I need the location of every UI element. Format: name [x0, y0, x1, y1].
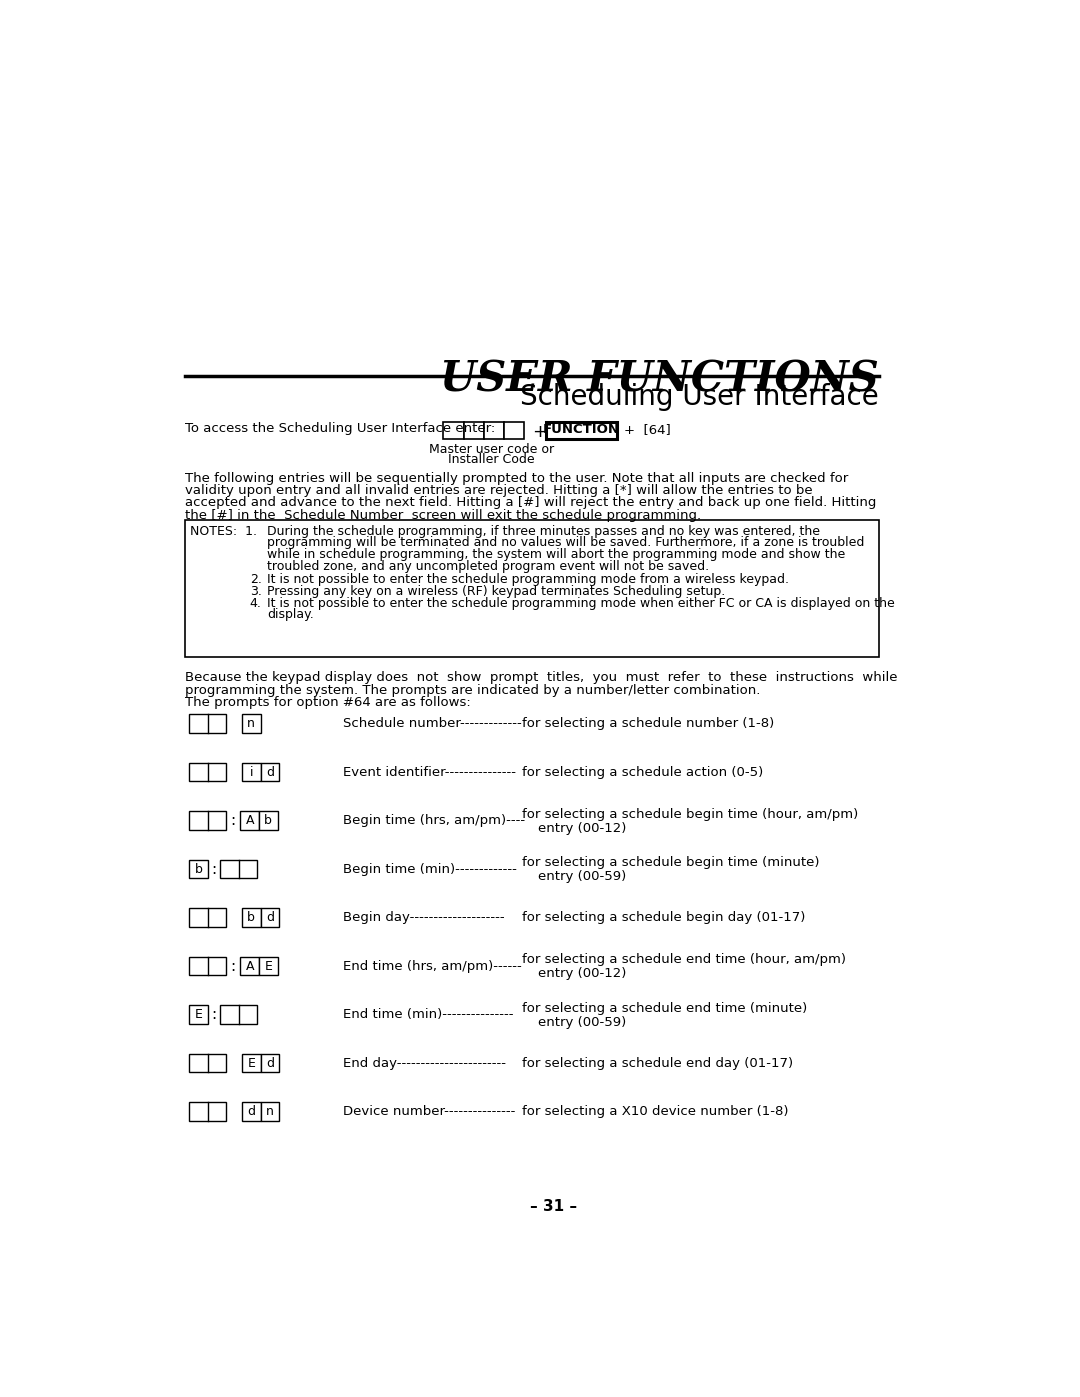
Text: E: E: [265, 960, 272, 972]
Bar: [484, 422, 504, 439]
Text: d: d: [247, 1105, 255, 1118]
Bar: [189, 714, 227, 733]
Bar: [186, 520, 879, 658]
Text: Master user code or: Master user code or: [429, 443, 554, 455]
Bar: [242, 763, 260, 781]
Text: n: n: [247, 717, 255, 731]
Text: 3.: 3.: [249, 585, 261, 598]
Text: 4.: 4.: [249, 597, 261, 609]
Bar: [259, 812, 278, 830]
Text: :: :: [230, 958, 235, 974]
Bar: [259, 957, 278, 975]
Text: A: A: [245, 960, 254, 972]
Bar: [242, 908, 260, 926]
Text: It is not possible to enter the schedule programming mode from a wireless keypad: It is not possible to enter the schedule…: [267, 573, 788, 587]
Text: :: :: [211, 862, 216, 876]
Text: for selecting a schedule begin day (01-17): for selecting a schedule begin day (01-1…: [523, 911, 806, 925]
Text: while in schedule programming, the system will abort the programming mode and sh: while in schedule programming, the syste…: [267, 548, 845, 562]
Text: for selecting a schedule begin time (hour, am/pm): for selecting a schedule begin time (hou…: [523, 807, 859, 821]
Text: d: d: [266, 911, 274, 925]
Text: It is not possible to enter the schedule programming mode when either FC or CA i: It is not possible to enter the schedule…: [267, 597, 894, 609]
Text: d: d: [266, 1056, 274, 1070]
Bar: [242, 1053, 260, 1073]
Text: programming the system. The prompts are indicated by a number/letter combination: programming the system. The prompts are …: [186, 683, 760, 697]
Text: d: d: [266, 766, 274, 778]
Text: – 31 –: – 31 –: [530, 1200, 577, 1214]
Bar: [189, 908, 227, 926]
Text: for selecting a schedule end time (hour, am/pm): for selecting a schedule end time (hour,…: [523, 954, 847, 967]
Text: n: n: [266, 1105, 274, 1118]
Text: display.: display.: [267, 608, 313, 622]
Bar: [189, 763, 227, 781]
Text: programming will be terminated and no values will be saved. Furthermore, if a zo: programming will be terminated and no va…: [267, 536, 864, 549]
Text: :: :: [211, 1007, 216, 1023]
Text: USER FUNCTIONS: USER FUNCTIONS: [441, 359, 879, 401]
Bar: [545, 422, 617, 439]
Text: Begin day--------------------: Begin day--------------------: [342, 911, 504, 925]
Text: FUNCTION: FUNCTION: [543, 423, 620, 436]
Bar: [260, 763, 279, 781]
Bar: [189, 957, 227, 975]
Text: entry (00-59): entry (00-59): [538, 870, 626, 883]
Text: troubled zone, and any uncompleted program event will not be saved.: troubled zone, and any uncompleted progr…: [267, 560, 708, 573]
Text: b: b: [247, 911, 255, 925]
Bar: [241, 812, 259, 830]
Text: b: b: [194, 862, 202, 876]
Bar: [220, 1006, 257, 1024]
Text: b: b: [265, 814, 272, 827]
Bar: [220, 861, 257, 879]
Bar: [189, 1053, 227, 1073]
Bar: [260, 1102, 279, 1120]
Text: During the schedule programming, if three minutes passes and no key was entered,: During the schedule programming, if thre…: [267, 525, 820, 538]
Text: for selecting a schedule end time (minute): for selecting a schedule end time (minut…: [523, 1002, 808, 1016]
Bar: [242, 1102, 260, 1120]
Text: End time (min)---------------: End time (min)---------------: [342, 1009, 513, 1021]
Text: Begin time (min)-------------: Begin time (min)-------------: [342, 862, 516, 876]
Text: +: +: [531, 423, 546, 441]
Bar: [189, 812, 227, 830]
Text: for selecting a schedule number (1-8): for selecting a schedule number (1-8): [523, 717, 774, 731]
Text: To access the Scheduling User Interface enter:: To access the Scheduling User Interface …: [186, 422, 496, 434]
Text: for selecting a schedule action (0-5): for selecting a schedule action (0-5): [523, 766, 764, 778]
Text: The following entries will be sequentially prompted to the user. Note that all i: The following entries will be sequential…: [186, 472, 849, 485]
Bar: [444, 422, 463, 439]
Text: E: E: [247, 1056, 255, 1070]
Text: entry (00-12): entry (00-12): [538, 967, 626, 981]
Text: Event identifier---------------: Event identifier---------------: [342, 766, 516, 778]
Bar: [260, 1053, 279, 1073]
Text: Because the keypad display does  not  show  prompt  titles,  you  must  refer  t: Because the keypad display does not show…: [186, 671, 897, 685]
Text: entry (00-12): entry (00-12): [538, 821, 626, 835]
Text: entry (00-59): entry (00-59): [538, 1016, 626, 1028]
Text: NOTES:  1.: NOTES: 1.: [190, 525, 257, 538]
Text: validity upon entry and all invalid entries are rejected. Hitting a [*] will all: validity upon entry and all invalid entr…: [186, 485, 813, 497]
Bar: [260, 908, 279, 926]
Bar: [189, 1102, 227, 1120]
Text: A: A: [245, 814, 254, 827]
Text: Installer Code: Installer Code: [448, 453, 535, 465]
Text: i: i: [249, 766, 253, 778]
Text: E: E: [194, 1009, 202, 1021]
Text: for selecting a schedule end day (01-17): for selecting a schedule end day (01-17): [523, 1056, 794, 1070]
Text: for selecting a X10 device number (1-8): for selecting a X10 device number (1-8): [523, 1105, 789, 1118]
Bar: [463, 422, 484, 439]
Bar: [241, 957, 259, 975]
Bar: [189, 1006, 207, 1024]
Text: accepted and advance to the next field. Hitting a [#] will reject the entry and : accepted and advance to the next field. …: [186, 496, 877, 510]
Bar: [504, 422, 524, 439]
Text: the [#] in the  Schedule Number  screen will exit the schedule programming.: the [#] in the Schedule Number screen wi…: [186, 509, 702, 521]
Text: +  [64]: + [64]: [624, 423, 671, 436]
Text: End day-----------------------: End day-----------------------: [342, 1056, 505, 1070]
Text: The prompts for option #64 are as follows:: The prompts for option #64 are as follow…: [186, 696, 471, 708]
Text: :: :: [230, 813, 235, 828]
Text: End time (hrs, am/pm)------: End time (hrs, am/pm)------: [342, 960, 522, 972]
Text: for selecting a schedule begin time (minute): for selecting a schedule begin time (min…: [523, 856, 820, 869]
Text: Schedule number-------------: Schedule number-------------: [342, 717, 522, 731]
Text: Begin time (hrs, am/pm)----: Begin time (hrs, am/pm)----: [342, 814, 525, 827]
Text: Pressing any key on a wireless (RF) keypad terminates Scheduling setup.: Pressing any key on a wireless (RF) keyp…: [267, 585, 725, 598]
Text: Device number---------------: Device number---------------: [342, 1105, 515, 1118]
Text: 2.: 2.: [249, 573, 261, 587]
Bar: [242, 714, 260, 733]
Bar: [189, 861, 207, 879]
Text: Scheduling User Interface: Scheduling User Interface: [521, 383, 879, 411]
